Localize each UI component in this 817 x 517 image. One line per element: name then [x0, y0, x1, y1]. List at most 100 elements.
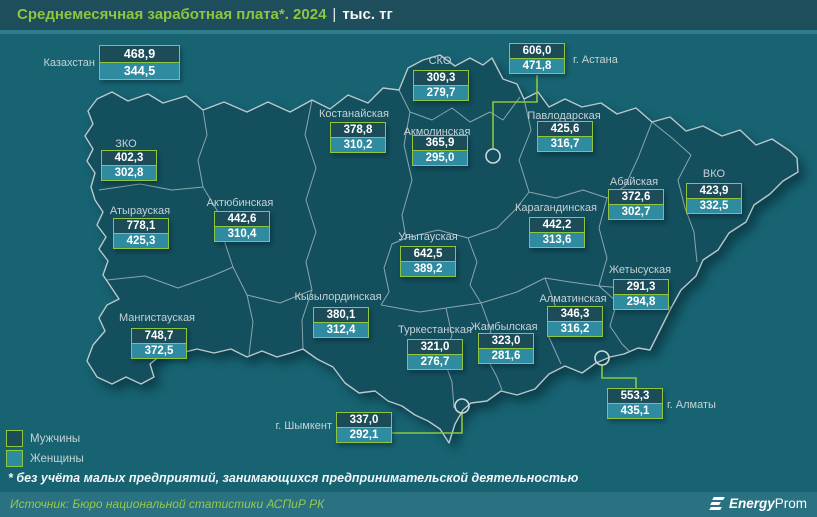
city-marker-almaty [594, 350, 610, 366]
value-box-atyrauskaya: 778,1 425,3 [113, 218, 169, 249]
connector-shymkent [391, 413, 463, 434]
women-value-kazakhstan: 344,5 [100, 63, 179, 79]
men-value-atyrauskaya: 778,1 [114, 219, 168, 234]
value-box-karagandinskaya: 442,2 313,6 [529, 217, 585, 248]
region-label-mangistauskaya: Мангистауская [118, 312, 196, 324]
men-value-pavlodarskaya: 425,6 [538, 122, 592, 137]
women-value-kyzylordinskaya: 312,4 [314, 323, 368, 337]
women-value-turkestanskaya: 276,7 [408, 355, 462, 369]
legend-row-men: Мужчины [6, 429, 84, 448]
men-value-kostanayskaya: 378,8 [331, 123, 385, 138]
header-accent-strip [0, 30, 817, 34]
value-box-vko: 423,9 332,5 [686, 183, 742, 214]
legend-women-swatch [6, 450, 23, 467]
men-value-kazakhstan: 468,9 [100, 46, 179, 63]
value-box-shymkent: 337,0 292,1 [336, 412, 392, 443]
men-value-kyzylordinskaya: 380,1 [314, 308, 368, 323]
value-box-abayskaya: 372,6 302,7 [608, 189, 664, 220]
region-label-atyrauskaya: Атырауская [109, 205, 171, 217]
city-marker-astana [485, 148, 501, 164]
women-value-karagandinskaya: 313,6 [530, 233, 584, 247]
women-value-pavlodarskaya: 316,7 [538, 137, 592, 151]
legend-row-women: Женщины [6, 449, 84, 468]
region-label-zko: ЗКО [115, 138, 137, 150]
value-box-kostanayskaya: 378,8 310,2 [330, 122, 386, 153]
connector-almaty [601, 365, 637, 388]
women-value-zhambylskaya: 281,6 [479, 349, 533, 363]
region-label-pavlodarskaya: Павлодарская [527, 110, 601, 122]
value-box-mangistauskaya: 748,7 372,5 [131, 328, 187, 359]
women-value-astana: 471,8 [510, 59, 564, 73]
women-value-aktyubinskaya: 310,4 [215, 227, 269, 241]
men-value-abayskaya: 372,6 [609, 190, 663, 205]
men-value-karagandinskaya: 442,2 [530, 218, 584, 233]
value-box-sko: 309,3 279,7 [413, 70, 469, 101]
legend-men-swatch [6, 430, 23, 447]
women-value-abayskaya: 302,7 [609, 205, 663, 219]
title-unit: тыс. тг [342, 6, 393, 23]
value-box-pavlodarskaya: 425,6 316,7 [537, 121, 593, 152]
women-value-zhetysuskaya: 294,8 [614, 295, 668, 309]
men-value-sko: 309,3 [414, 71, 468, 86]
region-label-kazakhstan: Казахстан [43, 57, 95, 69]
energyprom-logo: EnergyProm [709, 496, 807, 511]
region-label-astana: г. Астана [573, 54, 618, 66]
region-label-abayskaya: Абайская [609, 176, 659, 188]
men-value-astana: 606,0 [510, 44, 564, 59]
value-box-akmolinskaya: 365,9 295,0 [412, 135, 468, 166]
region-label-shymkent: г. Шымкент [275, 420, 333, 432]
value-box-kazakhstan: 468,9 344,5 [99, 45, 180, 80]
women-value-sko: 279,7 [414, 86, 468, 100]
value-box-zko: 402,3 302,8 [101, 150, 157, 181]
region-label-kyzylordinskaya: Кызылординская [294, 291, 382, 303]
city-marker-shymkent [454, 398, 470, 414]
title-separator: | [332, 6, 337, 23]
men-value-akmolinskaya: 365,9 [413, 136, 467, 151]
men-value-almaty-city: 553,3 [608, 389, 662, 404]
page-title: Среднемесячная заработная плата*. 2024 | т… [17, 6, 393, 23]
value-box-almaty-city: 553,3 435,1 [607, 388, 663, 419]
region-label-kostanayskaya: Костанайская [318, 108, 390, 120]
value-box-turkestanskaya: 321,0 276,7 [407, 339, 463, 370]
women-value-akmolinskaya: 295,0 [413, 151, 467, 165]
connector-astana [492, 75, 538, 149]
value-box-ulytauskaya: 642,5 389,2 [400, 246, 456, 277]
legend-women-label: Женщины [30, 452, 84, 465]
region-label-turkestanskaya: Туркестанская [398, 324, 472, 336]
men-value-ulytauskaya: 642,5 [401, 247, 455, 262]
brand-regular: Prom [774, 496, 807, 511]
women-value-shymkent: 292,1 [337, 428, 391, 442]
region-label-zhetysuskaya: Жетысуская [608, 264, 672, 276]
header-bar: Среднемесячная заработная плата*. 2024 | т… [0, 0, 817, 30]
women-value-vko: 332,5 [687, 199, 741, 213]
value-box-kyzylordinskaya: 380,1 312,4 [313, 307, 369, 338]
value-box-almatinskaya: 346,3 316,2 [547, 306, 603, 337]
region-label-ulytauskaya: Улытауская [398, 231, 458, 243]
brand-bold: Energy [728, 496, 775, 511]
women-value-atyrauskaya: 425,3 [114, 234, 168, 248]
women-value-almatinskaya: 316,2 [548, 322, 602, 336]
region-label-almaty-city: г. Алматы [667, 399, 716, 411]
lightning-stripes-icon [709, 496, 725, 511]
women-value-almaty-city: 435,1 [608, 404, 662, 418]
legend-men-label: Мужчины [30, 432, 81, 445]
women-value-zko: 302,8 [102, 166, 156, 180]
source-text: Источник: Бюро национальной статистики А… [10, 497, 325, 511]
women-value-ulytauskaya: 389,2 [401, 262, 455, 276]
brand-text: EnergyProm [729, 496, 807, 511]
men-value-mangistauskaya: 748,7 [132, 329, 186, 344]
men-value-zhetysuskaya: 291,3 [614, 280, 668, 295]
men-value-aktyubinskaya: 442,6 [215, 212, 269, 227]
value-box-zhetysuskaya: 291,3 294,8 [613, 279, 669, 310]
region-label-karagandinskaya: Карагандинская [515, 202, 597, 214]
value-box-astana: 606,0 471,8 [509, 43, 565, 74]
women-value-mangistauskaya: 372,5 [132, 344, 186, 358]
men-value-almatinskaya: 346,3 [548, 307, 602, 322]
men-value-zhambylskaya: 323,0 [479, 334, 533, 349]
value-box-aktyubinskaya: 442,6 310,4 [214, 211, 270, 242]
legend: Мужчины Женщины [6, 429, 84, 469]
footnote: * без учёта малых предприятий, занимающи… [8, 471, 579, 485]
region-label-zhambylskaya: Жамбылская [470, 321, 538, 333]
